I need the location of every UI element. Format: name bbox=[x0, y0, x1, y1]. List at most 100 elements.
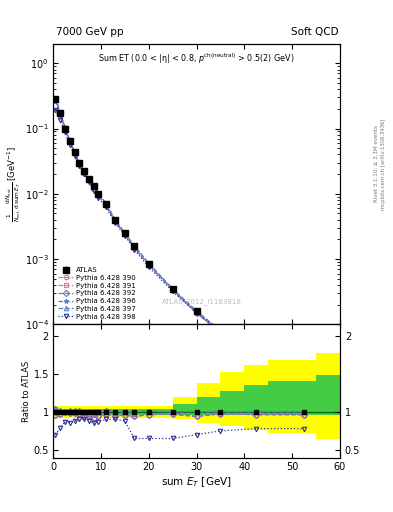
Pythia 6.428 392 bbox=[68, 138, 72, 144]
Y-axis label: $\frac{1}{N_\mathrm{evt}}\,\frac{\mathrm{d}N_\mathrm{evt}}{\mathrm{d\,sum\,}E_T}: $\frac{1}{N_\mathrm{evt}}\,\frac{\mathrm… bbox=[5, 146, 23, 222]
Pythia 6.428 397 bbox=[146, 260, 151, 266]
Pythia 6.428 392 bbox=[194, 310, 199, 316]
Text: 7000 GeV pp: 7000 GeV pp bbox=[56, 27, 124, 37]
Pythia 6.428 391 bbox=[86, 178, 91, 184]
Pythia 6.428 397 bbox=[302, 403, 307, 410]
Pythia 6.428 397 bbox=[77, 159, 82, 165]
Pythia 6.428 392 bbox=[123, 231, 127, 238]
Pythia 6.428 397 bbox=[53, 95, 58, 101]
Pythia 6.428 390 bbox=[62, 125, 67, 132]
Pythia 6.428 396 bbox=[218, 328, 223, 334]
Pythia 6.428 390 bbox=[68, 138, 72, 144]
Pythia 6.428 398 bbox=[218, 329, 223, 335]
Pythia 6.428 396 bbox=[91, 183, 96, 189]
X-axis label: sum $E_T$ [GeV]: sum $E_T$ [GeV] bbox=[161, 475, 232, 489]
Pythia 6.428 398 bbox=[91, 188, 96, 194]
Pythia 6.428 390 bbox=[170, 287, 175, 293]
Pythia 6.428 398 bbox=[96, 195, 101, 201]
Pythia 6.428 391 bbox=[96, 192, 101, 198]
Pythia 6.428 391 bbox=[58, 111, 62, 117]
Pythia 6.428 397 bbox=[123, 230, 127, 236]
Text: Sum ET (0.0 < |η| < 0.8, $p^{\mathrm{ch(neutral)}}$ > 0.5(2) GeV): Sum ET (0.0 < |η| < 0.8, $p^{\mathrm{ch(… bbox=[98, 52, 295, 67]
Pythia 6.428 398 bbox=[132, 246, 137, 252]
Pythia 6.428 392 bbox=[132, 245, 137, 251]
Pythia 6.428 396 bbox=[194, 308, 199, 314]
Pythia 6.428 392 bbox=[146, 262, 151, 268]
Text: Rivet 3.1.10; ≥ 3.1M events: Rivet 3.1.10; ≥ 3.1M events bbox=[374, 125, 379, 202]
Line: Pythia 6.428 390: Pythia 6.428 390 bbox=[53, 98, 306, 410]
Pythia 6.428 398 bbox=[77, 163, 82, 169]
Pythia 6.428 392 bbox=[113, 218, 118, 224]
Line: Pythia 6.428 397: Pythia 6.428 397 bbox=[53, 96, 306, 409]
Pythia 6.428 390 bbox=[123, 231, 127, 238]
Pythia 6.428 397 bbox=[58, 110, 62, 116]
Pythia 6.428 390 bbox=[86, 178, 91, 184]
Pythia 6.428 391 bbox=[103, 202, 108, 208]
Pythia 6.428 392 bbox=[170, 287, 175, 293]
Pythia 6.428 398 bbox=[62, 130, 67, 136]
Pythia 6.428 398 bbox=[53, 106, 58, 113]
Pythia 6.428 392 bbox=[77, 161, 82, 167]
Pythia 6.428 397 bbox=[194, 308, 199, 314]
Pythia 6.428 397 bbox=[113, 217, 118, 223]
Pythia 6.428 396 bbox=[72, 148, 77, 155]
Pythia 6.428 392 bbox=[58, 111, 62, 117]
Pythia 6.428 396 bbox=[113, 217, 118, 223]
Pythia 6.428 392 bbox=[103, 202, 108, 208]
Pythia 6.428 396 bbox=[254, 357, 259, 364]
Pythia 6.428 392 bbox=[72, 150, 77, 156]
Pythia 6.428 392 bbox=[62, 125, 67, 132]
Pythia 6.428 390 bbox=[254, 358, 259, 365]
Pythia 6.428 390 bbox=[58, 111, 62, 117]
Pythia 6.428 396 bbox=[103, 200, 108, 206]
Pythia 6.428 390 bbox=[194, 310, 199, 316]
Pythia 6.428 396 bbox=[68, 137, 72, 143]
Pythia 6.428 398 bbox=[146, 264, 151, 270]
Y-axis label: Ratio to ATLAS: Ratio to ATLAS bbox=[22, 361, 31, 422]
Pythia 6.428 391 bbox=[218, 328, 223, 334]
Pythia 6.428 391 bbox=[170, 287, 175, 293]
Pythia 6.428 391 bbox=[113, 218, 118, 224]
Pythia 6.428 397 bbox=[170, 286, 175, 292]
Pythia 6.428 391 bbox=[68, 138, 72, 144]
Pythia 6.428 396 bbox=[62, 124, 67, 131]
Pythia 6.428 391 bbox=[194, 310, 199, 316]
Pythia 6.428 398 bbox=[302, 406, 307, 412]
Line: Pythia 6.428 391: Pythia 6.428 391 bbox=[53, 98, 306, 410]
Pythia 6.428 396 bbox=[146, 260, 151, 266]
Pythia 6.428 391 bbox=[254, 358, 259, 365]
Pythia 6.428 396 bbox=[96, 191, 101, 197]
Pythia 6.428 396 bbox=[86, 176, 91, 182]
Pythia 6.428 396 bbox=[77, 159, 82, 165]
Pythia 6.428 390 bbox=[91, 185, 96, 191]
Pythia 6.428 390 bbox=[218, 328, 223, 334]
Pythia 6.428 397 bbox=[91, 183, 96, 189]
Pythia 6.428 396 bbox=[123, 230, 127, 236]
Pythia 6.428 390 bbox=[103, 202, 108, 208]
Pythia 6.428 396 bbox=[53, 95, 58, 101]
Pythia 6.428 391 bbox=[132, 245, 137, 251]
Pythia 6.428 391 bbox=[53, 97, 58, 103]
Pythia 6.428 397 bbox=[132, 243, 137, 249]
Pythia 6.428 390 bbox=[302, 404, 307, 411]
Pythia 6.428 398 bbox=[123, 232, 127, 239]
Pythia 6.428 392 bbox=[91, 185, 96, 191]
Legend: ATLAS, Pythia 6.428 390, Pythia 6.428 391, Pythia 6.428 392, Pythia 6.428 396, P: ATLAS, Pythia 6.428 390, Pythia 6.428 39… bbox=[57, 266, 137, 321]
Pythia 6.428 396 bbox=[82, 168, 86, 175]
Pythia 6.428 390 bbox=[132, 245, 137, 251]
Pythia 6.428 396 bbox=[132, 243, 137, 249]
Pythia 6.428 391 bbox=[146, 262, 151, 268]
Pythia 6.428 396 bbox=[58, 110, 62, 116]
Pythia 6.428 397 bbox=[68, 137, 72, 143]
Pythia 6.428 398 bbox=[58, 117, 62, 123]
Pythia 6.428 390 bbox=[113, 218, 118, 224]
Pythia 6.428 397 bbox=[103, 200, 108, 206]
Text: Soft QCD: Soft QCD bbox=[291, 27, 339, 37]
Pythia 6.428 390 bbox=[82, 169, 86, 176]
Pythia 6.428 397 bbox=[96, 191, 101, 197]
Pythia 6.428 398 bbox=[72, 153, 77, 159]
Pythia 6.428 398 bbox=[68, 142, 72, 148]
Pythia 6.428 392 bbox=[96, 192, 101, 198]
Pythia 6.428 398 bbox=[86, 179, 91, 185]
Pythia 6.428 398 bbox=[103, 204, 108, 210]
